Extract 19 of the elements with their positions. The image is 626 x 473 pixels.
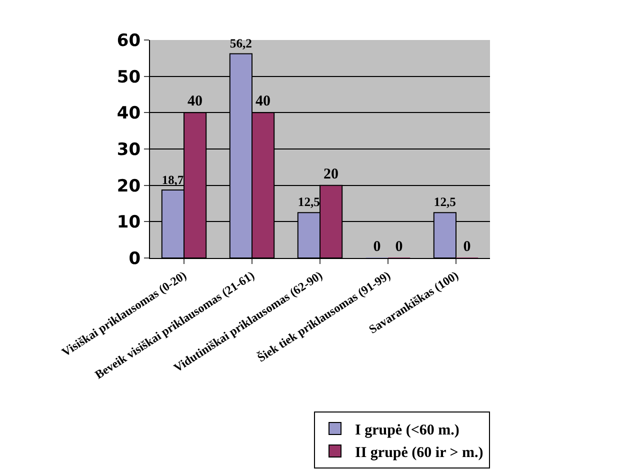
data-label: 20 [324,166,339,182]
data-label: 40 [188,94,203,110]
y-tick-label: 50 [116,67,141,88]
data-label: 40 [256,94,271,110]
y-tick-label: 60 [116,30,141,51]
data-label: 12,5 [434,195,456,210]
data-label: 18,7 [162,172,184,187]
legend-label: I grupė (<60 m.) [355,422,460,438]
y-tick-label: 30 [116,140,141,160]
data-label: 0 [463,239,471,255]
y-tick-label: 10 [116,212,141,233]
data-label: 0 [373,239,381,255]
legend-label: II grupė (60 ir > m.) [355,444,484,461]
data-label: 12,5 [298,195,320,210]
data-label: 56,2 [230,36,252,50]
y-tick-label: 40 [116,104,141,124]
y-tick-label: 0 [128,248,141,269]
data-label: 0 [395,239,403,255]
y-tick-label: 20 [116,176,141,196]
